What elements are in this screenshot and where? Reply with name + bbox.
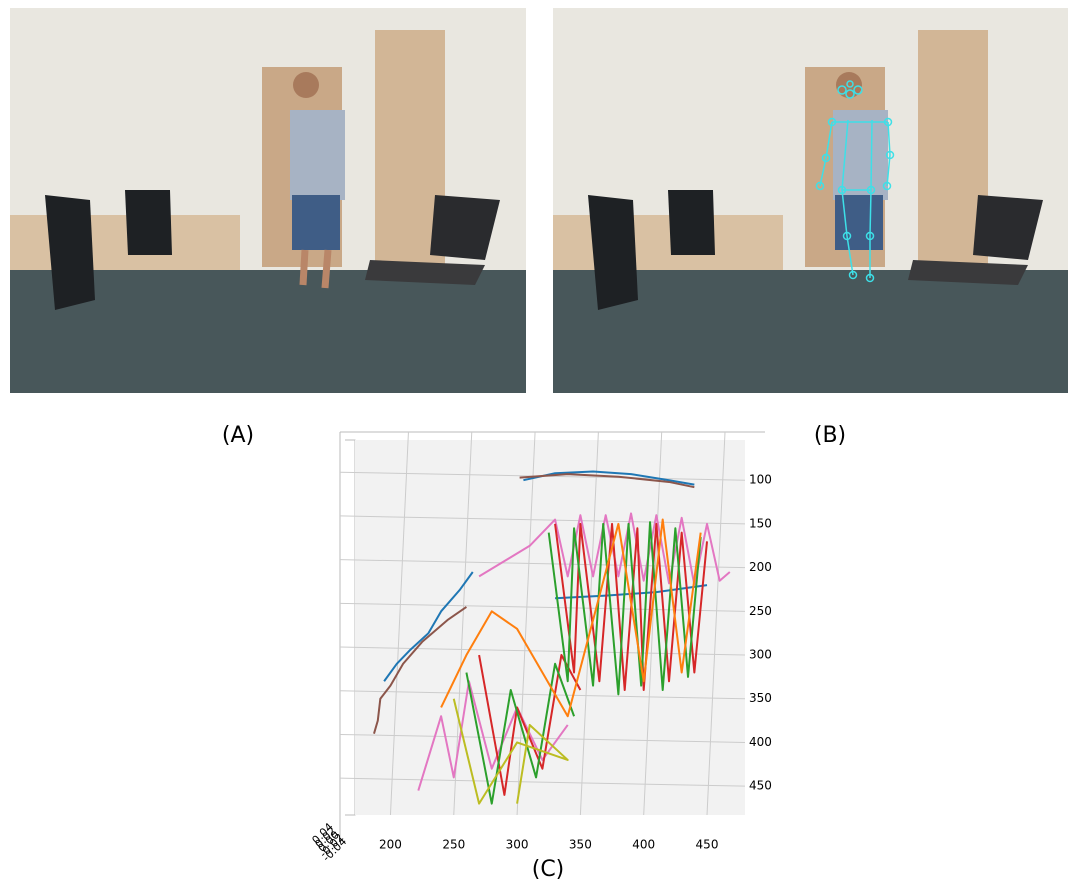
y-tick-label: 150 [749,516,772,530]
x-tick-label: 200 [379,838,402,852]
x-tick-label: 250 [442,838,465,852]
y-tick-label: 350 [749,691,772,705]
x-tick-label: 350 [569,838,592,852]
x-tick-label: 450 [696,838,719,852]
figure: (A) (B) (C) 200 250 300 350 400 450 100 150 200 2… [0,0,1074,886]
panel-label: (B) [814,423,846,448]
y-tick-label: 250 [749,604,772,618]
y-tick-label: 400 [749,735,772,749]
x-tick-label: 300 [506,838,529,852]
y-tick-label: 100 [749,473,772,487]
panel-label: (C) [532,857,565,882]
x-tick-label: 400 [632,838,655,852]
y-tick-label: 450 [749,779,772,793]
photo-a [10,8,526,393]
y-tick-label: 200 [749,560,772,574]
panel-label: (A) [222,423,254,448]
plot-area [355,440,745,815]
y-tick-label: 300 [749,648,772,662]
photo-b [553,8,1068,393]
